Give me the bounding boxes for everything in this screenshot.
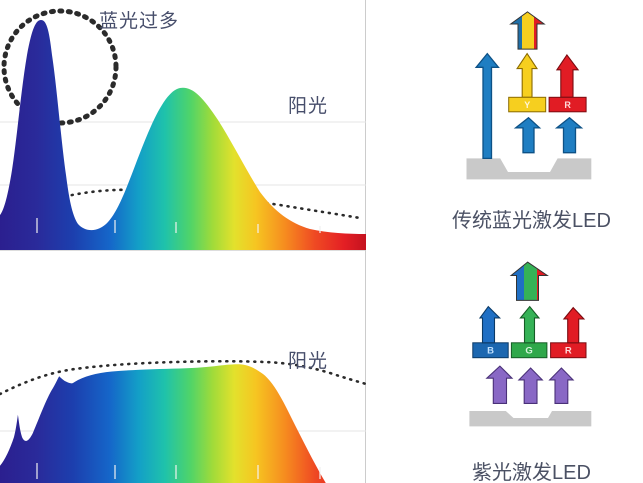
svg-text:R: R <box>564 100 571 110</box>
svg-text:B: B <box>487 346 494 357</box>
svg-text:Y: Y <box>524 100 530 110</box>
svg-text:G: G <box>525 346 532 357</box>
svg-text:R: R <box>565 346 572 357</box>
